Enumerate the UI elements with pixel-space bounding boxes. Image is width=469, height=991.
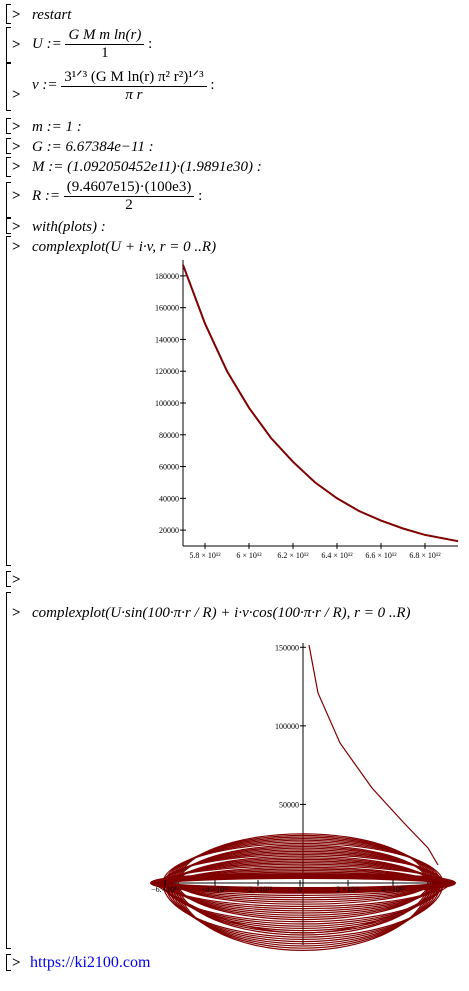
plot-2: −5000050000100000150000−6.×10¹²−4 ×10¹²−… bbox=[150, 643, 456, 951]
y-tick-label: 150000 bbox=[275, 643, 299, 652]
series-loop bbox=[177, 855, 429, 884]
y-tick-label: 50000 bbox=[279, 800, 299, 809]
input-define-g[interactable]: G := 6.67384e−11 : bbox=[32, 139, 154, 155]
series-loop bbox=[177, 844, 429, 884]
series-loop bbox=[169, 882, 437, 945]
y-tick-label: 180000 bbox=[155, 272, 179, 281]
fraction-denominator: π r bbox=[125, 87, 143, 103]
prompt-symbol: > bbox=[12, 139, 21, 155]
series-loop bbox=[174, 882, 432, 949]
series-loop bbox=[177, 882, 429, 936]
y-tick-label: 120000 bbox=[155, 367, 179, 376]
plot-1: 20000 40000 60000 80000 100000 120000 140000 16… bbox=[155, 260, 459, 560]
group-bracket bbox=[6, 27, 11, 63]
x-tick-label: 6 × 10¹² bbox=[236, 551, 262, 560]
prompt-symbol: > bbox=[12, 159, 21, 175]
prompt-symbol: > bbox=[12, 605, 21, 621]
prompt-symbol: > bbox=[12, 219, 21, 235]
x-tick-label: 6.8 × 10¹² bbox=[409, 551, 441, 560]
group-bracket bbox=[6, 954, 11, 971]
x-tick-label: −6.×10¹² bbox=[151, 885, 179, 894]
series-loop bbox=[167, 882, 439, 943]
x-tick-label: 6.2 × 10¹² bbox=[277, 551, 309, 560]
prompt-symbol: > bbox=[12, 239, 21, 255]
x-tick-label: 2 ×10¹² bbox=[336, 885, 360, 894]
y-tick-label: 20000 bbox=[159, 526, 179, 535]
series-loop bbox=[152, 882, 454, 934]
prompt-symbol: > bbox=[12, 119, 21, 135]
input-complexplot-1[interactable]: complexplot(U + i·v, r = 0 ..R) bbox=[32, 239, 217, 255]
x-tick-label: −4 ×10¹² bbox=[201, 885, 229, 894]
input-define-v[interactable]: v := 3¹ᐟ³ (G M ln(r) π² r²)¹ᐟ³ π r : bbox=[32, 67, 215, 103]
x-tick-label: 6.6 × 10¹² bbox=[365, 551, 397, 560]
x-tick-label: 0 bbox=[298, 885, 302, 894]
y-tick-label: 40000 bbox=[159, 494, 179, 503]
series-loop bbox=[164, 882, 442, 940]
series-loop bbox=[177, 882, 429, 921]
prompt-symbol: > bbox=[12, 87, 21, 103]
prompt-symbol: > bbox=[12, 188, 21, 204]
series-loop bbox=[169, 838, 437, 884]
input-define-mass[interactable]: M := (1.092050452e11)·(1.9891e30) : bbox=[32, 159, 262, 175]
group-bracket bbox=[6, 236, 11, 566]
series-loop bbox=[177, 882, 429, 905]
y-tick-label: 100000 bbox=[155, 399, 179, 408]
group-bracket bbox=[6, 4, 11, 24]
x-tick-label: −2 ×10¹² bbox=[244, 885, 272, 894]
series-loop bbox=[174, 834, 432, 884]
group-bracket bbox=[6, 218, 11, 234]
prompt-symbol: > bbox=[12, 7, 21, 23]
fraction-denominator: 1 bbox=[101, 45, 109, 61]
input-define-m[interactable]: m := 1 : bbox=[32, 119, 82, 135]
series-loop bbox=[177, 833, 429, 884]
fraction-denominator: 2 bbox=[125, 197, 133, 213]
input-define-u[interactable]: U := G M m ln(r) 1 : bbox=[32, 27, 153, 61]
group-bracket bbox=[6, 592, 11, 949]
website-link[interactable]: https://ki2100.com bbox=[30, 954, 151, 971]
y-tick-label: 80000 bbox=[159, 431, 179, 440]
input-restart[interactable]: restart bbox=[32, 7, 72, 23]
series-loop bbox=[172, 882, 434, 947]
prompt-symbol: > bbox=[12, 572, 21, 588]
input-with-plots[interactable]: with(plots) : bbox=[32, 219, 106, 235]
group-bracket bbox=[6, 118, 11, 134]
y-tick-label: 160000 bbox=[155, 304, 179, 313]
fraction-numerator: G M m ln(r) bbox=[65, 27, 145, 45]
y-tick-label: 100000 bbox=[275, 722, 299, 731]
group-bracket bbox=[6, 182, 11, 218]
x-tick-label: 4 ×10¹² bbox=[381, 885, 405, 894]
prompt-symbol: > bbox=[12, 955, 21, 971]
y-tick-label: 140000 bbox=[155, 335, 179, 344]
group-bracket bbox=[6, 63, 11, 111]
y-tick-label: 60000 bbox=[159, 463, 179, 472]
group-bracket bbox=[6, 571, 11, 587]
fraction-numerator: (9.4607e15)·(100e3) bbox=[63, 179, 195, 197]
fraction-numerator: 3¹ᐟ³ (G M ln(r) π² r²)¹ᐟ³ bbox=[61, 67, 207, 87]
series-curve bbox=[308, 644, 439, 866]
x-tick-label: 5.8 × 10¹² bbox=[189, 551, 221, 560]
series-loop bbox=[177, 882, 429, 951]
prompt-symbol: > bbox=[12, 37, 21, 53]
group-bracket bbox=[6, 138, 11, 154]
group-bracket bbox=[6, 157, 11, 177]
input-complexplot-2[interactable]: complexplot(U·sin(100·π·r / R) + i·v·cos… bbox=[32, 605, 411, 621]
input-define-r[interactable]: R := (9.4607e15)·(100e3) 2 : bbox=[32, 179, 203, 213]
series-loop bbox=[172, 836, 434, 884]
series-curve bbox=[182, 264, 459, 543]
x-tick-label: 6.4 × 10¹² bbox=[321, 551, 353, 560]
